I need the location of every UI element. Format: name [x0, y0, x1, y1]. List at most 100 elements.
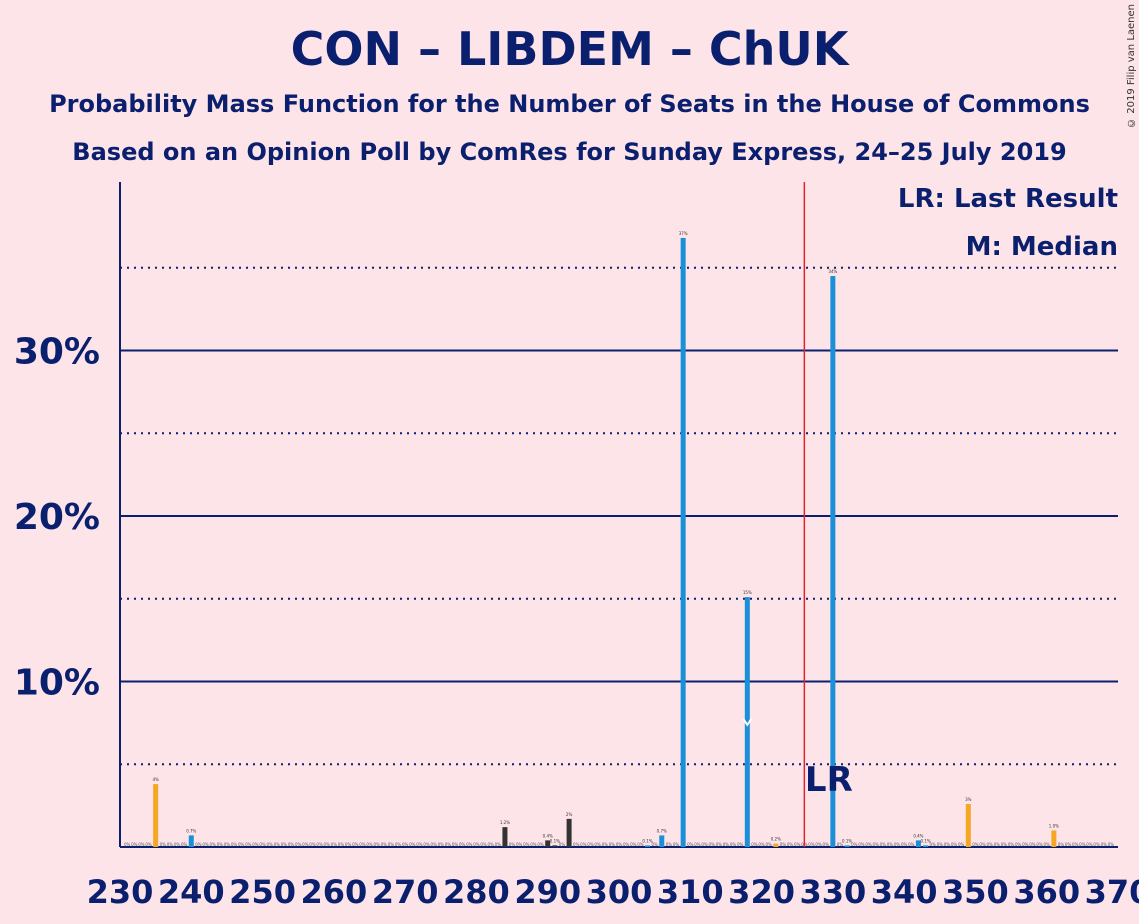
bar-value-label: 1.0%	[1049, 823, 1059, 828]
bar-zero-label: 0%	[366, 842, 373, 847]
bar-value-label: 0.2%	[771, 837, 781, 842]
x-tick-label: 310	[657, 873, 724, 911]
x-tick-label: 290	[514, 873, 581, 911]
bar-zero-label: 0%	[630, 842, 637, 847]
bar-zero-label: 0%	[901, 842, 908, 847]
bar-zero-label: 0%	[423, 842, 430, 847]
x-tick-label: 360	[1013, 873, 1080, 911]
bar-zero-label: 0%	[395, 842, 402, 847]
bar-zero-label: 0%	[929, 842, 936, 847]
bar-zero-label: 0%	[302, 842, 309, 847]
bar-value-label: 37%	[679, 231, 688, 236]
bar-zero-label: 0%	[872, 842, 879, 847]
legend-last-result: LR: Last Result	[897, 184, 1118, 214]
bar-zero-label: 0%	[1079, 842, 1086, 847]
bar-zero-label: 0%	[794, 842, 801, 847]
bar	[545, 840, 551, 847]
bar-zero-label: 0%	[509, 842, 516, 847]
bar-zero-label: 0%	[352, 842, 359, 847]
x-tick-label: 260	[300, 873, 367, 911]
bar-zero-label: 0%	[694, 842, 701, 847]
x-tick-label: 250	[229, 873, 296, 911]
bar-zero-label: 0%	[174, 842, 181, 847]
bar-zero-label: 0%	[580, 842, 587, 847]
bar-zero-label: 0%	[887, 842, 894, 847]
bar-zero-label: 0%	[1072, 842, 1079, 847]
bar	[1051, 830, 1057, 847]
y-tick-label: 30%	[14, 332, 100, 373]
bar-zero-label: 0%	[430, 842, 437, 847]
bar	[915, 840, 921, 847]
bar-zero-label: 0%	[281, 842, 288, 847]
bar-zero-label: 0%	[623, 842, 630, 847]
bar-zero-label: 0%	[673, 842, 680, 847]
bar-value-label: 2%	[566, 812, 573, 817]
bar-zero-label: 0%	[274, 842, 281, 847]
bar-zero-label: 0%	[808, 842, 815, 847]
bar-zero-label: 0%	[594, 842, 601, 847]
bar	[844, 845, 850, 847]
x-tick-label: 320	[728, 873, 795, 911]
bar-zero-label: 0%	[438, 842, 445, 847]
bar-zero-label: 0%	[259, 842, 266, 847]
bar-zero-label: 0%	[730, 842, 737, 847]
bar-zero-label: 0%	[131, 842, 138, 847]
bar	[923, 845, 929, 847]
bar-zero-label: 0%	[324, 842, 331, 847]
bar-zero-label: 0%	[1108, 842, 1115, 847]
bar-value-label: 15%	[743, 590, 752, 595]
x-tick-label: 340	[871, 873, 938, 911]
bar-zero-label: 0%	[231, 842, 238, 847]
bar-value-label: 0.7%	[657, 828, 667, 833]
bar-zero-label: 0%	[987, 842, 994, 847]
bar-zero-label: 0%	[124, 842, 131, 847]
bar-zero-label: 0%	[559, 842, 566, 847]
bar-zero-label: 0%	[787, 842, 794, 847]
bar-zero-label: 0%	[609, 842, 616, 847]
bar-zero-label: 0%	[687, 842, 694, 847]
bar-zero-label: 0%	[238, 842, 245, 847]
x-tick-label: 230	[87, 873, 154, 911]
bar-zero-label: 0%	[780, 842, 787, 847]
bar-zero-label: 0%	[823, 842, 830, 847]
bar-zero-label: 0%	[416, 842, 423, 847]
bar-value-label: 0.1%	[642, 838, 652, 843]
bar-zero-label: 0%	[345, 842, 352, 847]
bar-zero-label: 0%	[865, 842, 872, 847]
bar	[773, 843, 779, 847]
x-tick-label: 240	[158, 873, 225, 911]
bar-zero-label: 0%	[1001, 842, 1008, 847]
bar-zero-label: 0%	[951, 842, 958, 847]
bar-zero-label: 0%	[267, 842, 274, 847]
bar-zero-label: 0%	[1029, 842, 1036, 847]
bar-zero-label: 0%	[602, 842, 609, 847]
bar-zero-label: 0%	[972, 842, 979, 847]
bar-zero-label: 0%	[958, 842, 965, 847]
bar-zero-label: 0%	[331, 842, 338, 847]
bar-zero-label: 0%	[202, 842, 209, 847]
bar-zero-label: 0%	[181, 842, 188, 847]
x-tick-label: 330	[799, 873, 866, 911]
bar-zero-label: 0%	[388, 842, 395, 847]
bar-zero-label: 0%	[1058, 842, 1065, 847]
bar-zero-label: 0%	[723, 842, 730, 847]
bar-zero-label: 0%	[1093, 842, 1100, 847]
bar-zero-label: 0%	[1044, 842, 1051, 847]
bar-zero-label: 0%	[766, 842, 773, 847]
bar-zero-label: 0%	[288, 842, 295, 847]
bar-value-label: 0.1%	[920, 838, 930, 843]
bar-zero-label: 0%	[979, 842, 986, 847]
bar-zero-label: 0%	[537, 842, 544, 847]
bar-zero-label: 0%	[1086, 842, 1093, 847]
bar-zero-label: 0%	[523, 842, 530, 847]
bar-zero-label: 0%	[708, 842, 715, 847]
bar	[744, 597, 750, 847]
bar-zero-label: 0%	[880, 842, 887, 847]
x-tick-label: 370	[1085, 873, 1139, 911]
bar	[645, 845, 651, 847]
bar	[659, 835, 665, 847]
bar-zero-label: 0%	[637, 842, 644, 847]
bar-value-label: 0.1%	[842, 838, 852, 843]
bar	[552, 845, 558, 847]
bar-zero-label: 0%	[217, 842, 224, 847]
